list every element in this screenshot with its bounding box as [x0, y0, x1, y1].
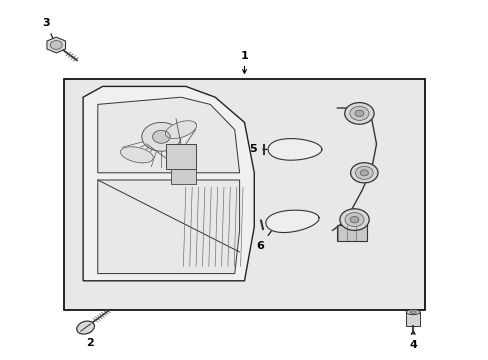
Bar	[406, 312, 419, 326]
Text: 6: 6	[256, 226, 275, 251]
Circle shape	[350, 163, 377, 183]
Circle shape	[349, 107, 368, 120]
Bar	[171, 169, 195, 184]
Circle shape	[344, 212, 363, 227]
Circle shape	[355, 166, 372, 179]
Text: 7: 7	[352, 214, 365, 241]
Polygon shape	[165, 121, 196, 139]
Ellipse shape	[77, 321, 94, 334]
Bar	[63, 79, 425, 310]
Text: 3: 3	[42, 18, 56, 46]
Polygon shape	[98, 180, 239, 274]
Ellipse shape	[409, 311, 415, 313]
Circle shape	[360, 170, 367, 176]
Bar	[166, 144, 195, 169]
Polygon shape	[267, 139, 321, 160]
Ellipse shape	[406, 310, 419, 315]
Circle shape	[354, 110, 363, 117]
Text: 5: 5	[249, 144, 273, 154]
Circle shape	[152, 130, 170, 143]
Circle shape	[50, 41, 62, 49]
Circle shape	[339, 209, 368, 230]
Polygon shape	[265, 210, 318, 233]
Text: 2: 2	[86, 323, 94, 348]
Circle shape	[142, 122, 181, 151]
Circle shape	[349, 216, 358, 223]
Polygon shape	[98, 97, 239, 173]
Text: 4: 4	[408, 330, 416, 350]
Polygon shape	[47, 37, 65, 53]
Circle shape	[344, 103, 373, 124]
Text: 1: 1	[240, 51, 248, 73]
Polygon shape	[83, 86, 254, 281]
Polygon shape	[120, 147, 153, 163]
Bar	[337, 225, 366, 241]
